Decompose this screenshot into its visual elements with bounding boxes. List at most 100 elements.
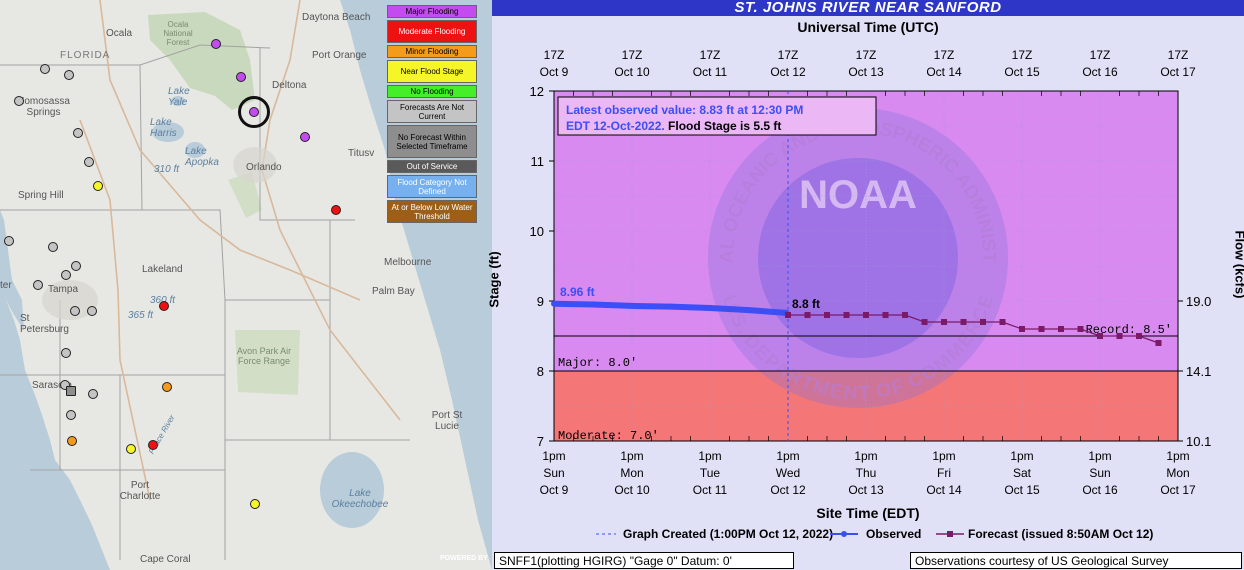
gauge-not-current[interactable] — [64, 70, 74, 80]
utc-axis-title: Universal Time (UTC) — [797, 19, 939, 35]
x-top-tick-label: 17Z — [1012, 48, 1033, 62]
gauge-not-current[interactable] — [40, 64, 50, 74]
x-bottom-tick-day: Fri — [937, 466, 951, 480]
x-bottom-tick-date: Oct 10 — [614, 483, 650, 497]
legend-observed-label: Observed — [866, 527, 921, 541]
observed-point — [551, 300, 557, 307]
x-bottom-tick-time: 1pm — [620, 449, 643, 463]
gauge-not-current[interactable] — [70, 306, 80, 316]
place-florida: FLORIDA — [60, 50, 111, 61]
observed-point — [707, 305, 713, 311]
x-top-tick-label: 17Z — [544, 48, 565, 62]
x-bottom-tick-time: 1pm — [932, 449, 955, 463]
place-310ft: 310 ft — [154, 164, 180, 175]
x-bottom-tick-day: Wed — [776, 466, 800, 480]
gauge-minor[interactable] — [162, 382, 172, 392]
forecast-point — [1038, 326, 1045, 332]
gauge-not-current[interactable] — [4, 236, 14, 246]
place-lake-apopka: Lake Apopka — [185, 146, 219, 168]
gauge-moderate[interactable] — [159, 301, 169, 311]
forecast-point — [843, 312, 850, 318]
x-top-tick-date: Oct 17 — [1160, 65, 1196, 79]
x-top-tick-label: 17Z — [1168, 48, 1189, 62]
gauge-minor[interactable] — [67, 436, 77, 446]
legend-item: At or Below Low Water Threshold — [387, 200, 477, 223]
x-top-tick-date: Oct 12 — [770, 65, 806, 79]
x-bottom-tick-day: Sun — [543, 466, 564, 480]
x-top-tick-label: 17Z — [856, 48, 877, 62]
x-bottom-tick-time: 1pm — [854, 449, 877, 463]
forecast-point — [1116, 333, 1123, 339]
gauge-near-flood[interactable] — [93, 181, 103, 191]
y-tick-label: 10 — [530, 224, 544, 239]
forecast-point — [824, 312, 830, 318]
gauge-not-current[interactable] — [71, 261, 81, 271]
gauge-near-flood[interactable] — [126, 444, 136, 454]
place-homosassa: Homosassa Springs — [17, 96, 70, 118]
gauge-near-flood[interactable] — [250, 499, 260, 509]
x-bottom-tick-day: Tue — [700, 466, 721, 480]
forecast-point — [1019, 326, 1025, 332]
noaa-watermark-ring — [708, 108, 1008, 408]
gauge-not-current[interactable] — [61, 270, 71, 280]
place-365ft: 365 ft — [128, 310, 154, 321]
x-bottom-tick-time: 1pm — [1088, 449, 1111, 463]
x-bottom-tick-date: Oct 16 — [1082, 483, 1118, 497]
gauge-not-current[interactable] — [61, 348, 71, 358]
gauge-not-current[interactable] — [14, 96, 24, 106]
x-top-tick-label: 17Z — [622, 48, 643, 62]
gauge-not-current[interactable] — [48, 242, 58, 252]
legend-item: No Flooding — [387, 85, 477, 98]
usgs-footer: Observations courtesy of US Geological S… — [910, 552, 1242, 569]
gauge-major[interactable] — [211, 39, 221, 49]
forecast-point — [882, 312, 889, 318]
gauge-not-current[interactable] — [84, 157, 94, 167]
legend-item: Out of Service — [387, 160, 477, 173]
gauge-major[interactable] — [236, 72, 246, 82]
gauge-not-current[interactable] — [88, 389, 98, 399]
forecast-point — [902, 312, 908, 318]
place-palm-bay: Palm Bay — [372, 286, 415, 297]
legend-created-label: Graph Created (1:00PM Oct 12, 2022) — [623, 527, 833, 541]
y-tick-label: 12 — [530, 84, 544, 99]
gauge-not-current[interactable] — [60, 380, 70, 390]
gauge-not-current[interactable] — [33, 280, 43, 290]
forecast-point — [785, 312, 791, 318]
forecast-point — [1136, 333, 1142, 339]
forecast-point — [921, 319, 928, 325]
first-forecast-label: 8.8 ft — [792, 297, 820, 311]
x-top-tick-label: 17Z — [700, 48, 721, 62]
gauge-moderate[interactable] — [148, 440, 158, 450]
place-avon-park: Avon Park Air Force Range — [236, 346, 292, 366]
gauge-moderate[interactable] — [331, 205, 341, 215]
forecast-point — [863, 312, 869, 318]
forecast-point — [1077, 326, 1084, 332]
gauge-not-current[interactable] — [66, 410, 76, 420]
x-bottom-tick-date: Oct 12 — [770, 483, 806, 497]
place-port-charlotte: Port Charlotte — [119, 480, 161, 502]
place-port-st-lucie: Port St Lucie — [431, 410, 463, 432]
gauge-major[interactable] — [300, 132, 310, 142]
x-bottom-tick-date: Oct 15 — [1004, 483, 1040, 497]
place-orlando: Orlando — [246, 162, 282, 173]
latest-observed-line2: EDT 12-Oct-2022. Flood Stage is 5.5 ft — [566, 119, 781, 133]
place-lake-okeechobee: Lake Okeechobee — [331, 488, 389, 510]
legend-observed-marker — [841, 531, 847, 537]
x-bottom-tick-day: Sun — [1089, 466, 1110, 480]
esri-attribution: POWERED BY — [440, 555, 488, 562]
gauge-not-current[interactable] — [87, 306, 97, 316]
map-panel[interactable]: Daytona Beach Port Orange Ocala Ocala Na… — [0, 0, 492, 570]
place-spring-hill: Spring Hill — [18, 190, 64, 201]
observed-point — [590, 301, 596, 308]
first-observed-label: 8.96 ft — [560, 285, 595, 299]
place-kb: ter — [0, 280, 12, 291]
legend-item: Near Flood Stage — [387, 60, 477, 83]
gauge-not-current[interactable] — [73, 128, 83, 138]
x-top-tick-label: 17Z — [934, 48, 955, 62]
x-bottom-tick-time: 1pm — [776, 449, 799, 463]
x-bottom-tick-date: Oct 14 — [926, 483, 962, 497]
x-bottom-tick-date: Oct 11 — [693, 483, 728, 497]
x-bottom-tick-day: Mon — [620, 466, 643, 480]
x-bottom-tick-day: Thu — [856, 466, 877, 480]
gauge-no-forecast[interactable] — [66, 386, 76, 396]
